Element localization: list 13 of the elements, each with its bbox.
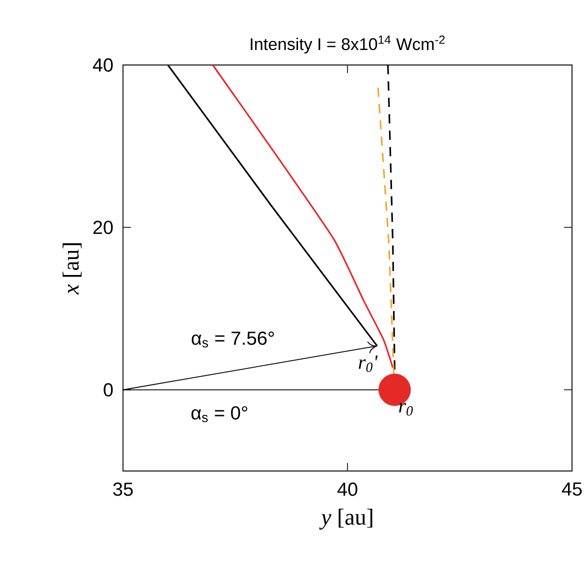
annotation: α$_{s}$ = 0° [191, 406, 248, 422]
x-tick-label: 40 [337, 482, 358, 496]
y-tick-label: 20 [93, 220, 113, 234]
y-tick-label: 0 [104, 383, 113, 397]
annotation: r$_{0}$' [358, 356, 378, 372]
y-tick-label: 40 [92, 58, 113, 72]
x-tick-label: 45 [562, 482, 582, 496]
annotation: α$_{s}$ = 7.56° [192, 331, 274, 348]
annotation: r$_{0}$ [399, 402, 413, 416]
y-axis-title: x [au] [62, 243, 82, 295]
x-tick-label: 35 [113, 482, 133, 496]
x-axis-title: y [au] [319, 508, 372, 530]
chart-title: Intensity I = 8x10$^{14}$ Wcm$^{-2}$ [250, 35, 445, 54]
